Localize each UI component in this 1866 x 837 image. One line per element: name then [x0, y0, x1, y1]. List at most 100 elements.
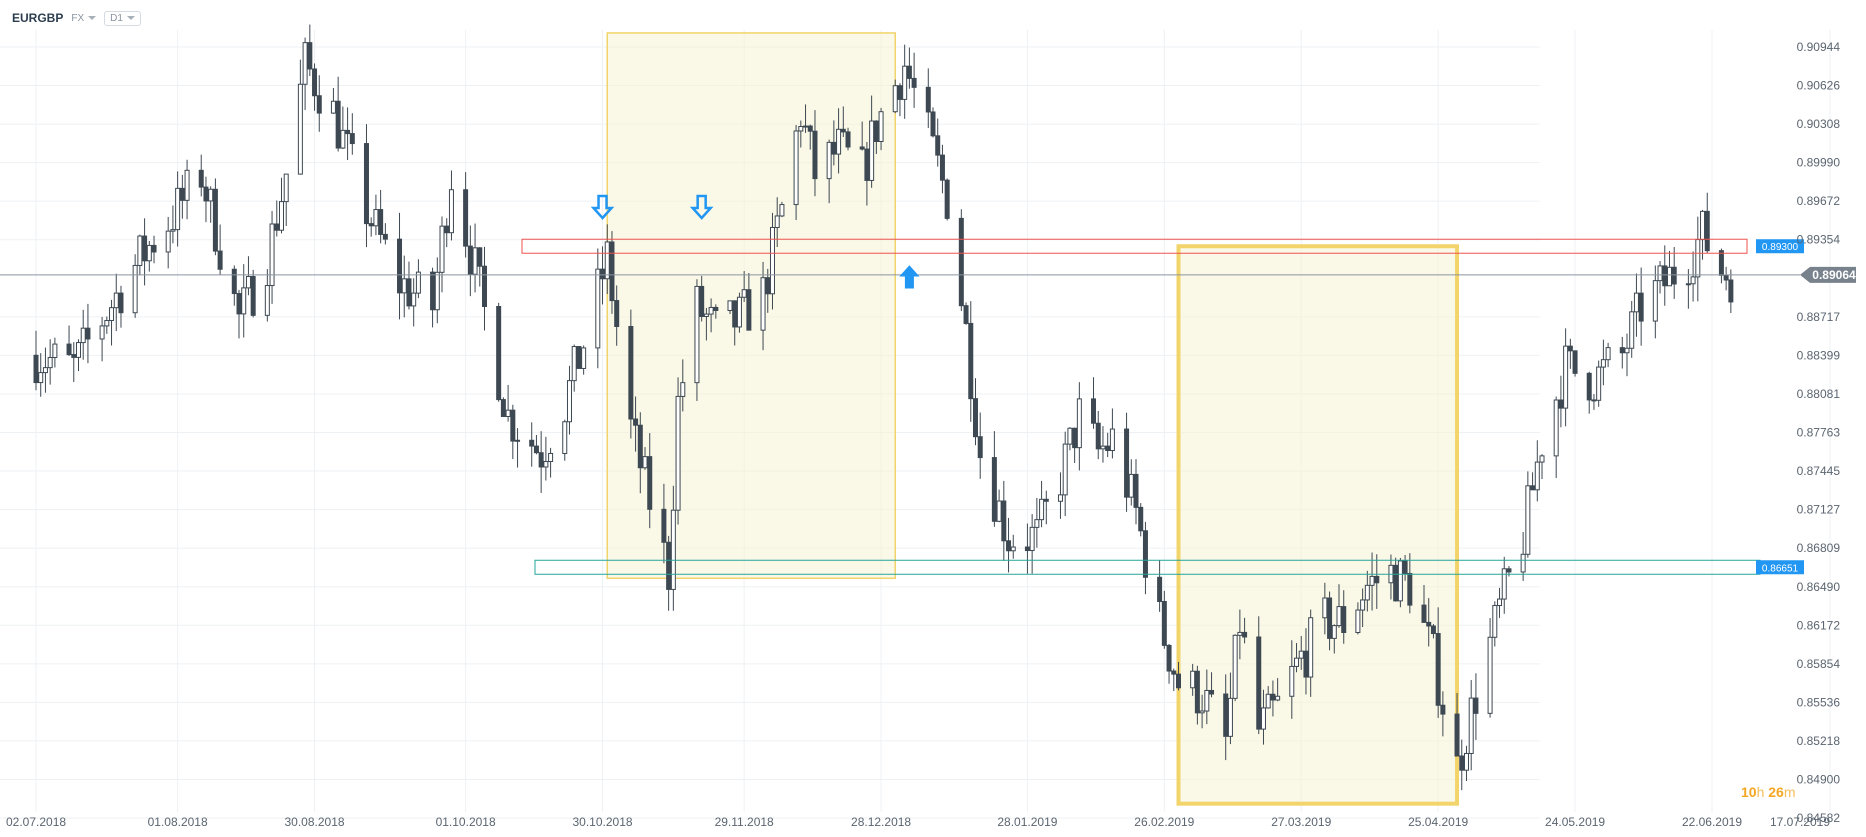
candle-body	[1690, 276, 1696, 285]
candle-body	[1209, 689, 1215, 695]
candle-body	[1067, 427, 1073, 445]
candle-body	[1558, 399, 1564, 409]
candle-body	[774, 215, 780, 228]
candle-body	[397, 238, 403, 294]
candle-body	[1109, 428, 1115, 452]
candle-body	[571, 346, 577, 382]
candle-body	[600, 268, 606, 280]
candle-body	[109, 307, 115, 322]
candle-body	[1497, 598, 1503, 607]
candle-body	[548, 452, 554, 463]
candle-body	[1256, 636, 1262, 730]
candle-body	[1260, 707, 1266, 730]
candle-body	[496, 306, 502, 401]
candle-body	[1010, 546, 1016, 552]
countdown-hours-unit: h	[1756, 784, 1765, 800]
candle-body	[1666, 266, 1672, 287]
candle-body	[1407, 572, 1413, 606]
candle-body	[448, 189, 454, 234]
candle-body	[1487, 636, 1493, 714]
candle-body	[1567, 345, 1573, 352]
candle-body	[345, 129, 351, 135]
candle-body	[897, 85, 903, 100]
candle-body	[184, 169, 190, 201]
candle-body	[1327, 597, 1333, 639]
candle-body	[1638, 292, 1644, 322]
candle-body	[1718, 250, 1724, 276]
candle-body	[378, 209, 384, 235]
y-tick-label: 0.89354	[1797, 233, 1841, 247]
candle-body	[694, 285, 700, 384]
candle-body	[1633, 292, 1639, 313]
candle-body	[118, 292, 124, 314]
candle-body	[538, 452, 544, 468]
candle-body	[241, 287, 247, 315]
candle-body	[1341, 606, 1347, 633]
candle-body	[1553, 399, 1559, 457]
candle-body	[1454, 713, 1460, 757]
resistance-price-label: 0.89300	[1762, 242, 1799, 253]
candle-body	[500, 399, 506, 417]
candle-body	[670, 509, 676, 590]
candle-body	[340, 129, 346, 149]
candle-body	[1671, 266, 1677, 285]
candle-body	[406, 278, 412, 307]
candle-body	[543, 461, 549, 468]
market-select[interactable]: FX	[71, 13, 97, 24]
candle-body	[1006, 540, 1012, 552]
candle-body	[581, 347, 587, 369]
candle-body	[1204, 689, 1210, 712]
candle-body	[911, 77, 917, 88]
candle-body	[1700, 210, 1706, 241]
y-tick-label: 0.88399	[1797, 348, 1841, 362]
candle-body	[283, 173, 289, 203]
candle-body	[807, 125, 813, 132]
timeframe-select[interactable]: D1	[104, 10, 141, 26]
candle-body	[307, 42, 313, 70]
candle-body	[1057, 494, 1063, 502]
candle-body	[1270, 693, 1276, 701]
candle-body	[274, 223, 280, 231]
candle-body	[472, 247, 478, 275]
candle-body	[1265, 693, 1271, 709]
candle-body	[812, 130, 818, 180]
candle-body	[510, 409, 516, 442]
highlight-zone	[1176, 244, 1460, 806]
candle-body	[647, 456, 653, 510]
candle-body	[1039, 498, 1045, 521]
candle-body	[312, 68, 318, 97]
candle-body	[1298, 650, 1304, 659]
candle-body	[368, 223, 374, 227]
y-tick-label: 0.86809	[1797, 541, 1841, 555]
candle-body	[203, 186, 209, 202]
candle-body	[1459, 755, 1465, 771]
x-tick-label: 24.05.2019	[1545, 815, 1605, 829]
candle-body	[958, 217, 964, 307]
candle-body	[1072, 427, 1078, 449]
candle-body	[1100, 445, 1106, 450]
candle-body	[236, 293, 242, 315]
candle-body	[146, 244, 152, 262]
candle-body	[1128, 473, 1134, 498]
candle-body	[533, 445, 539, 454]
candle-body	[349, 133, 355, 145]
candle-body	[1095, 422, 1101, 450]
candle-body	[925, 86, 931, 113]
candle-body	[765, 277, 771, 295]
candle-body	[1138, 506, 1144, 532]
candle-body	[892, 85, 898, 113]
countdown-minutes-unit: m	[1783, 784, 1796, 800]
candle-body	[944, 179, 950, 219]
candle-body	[1685, 283, 1691, 286]
chevron-down-icon	[126, 16, 135, 20]
candle-body	[401, 278, 407, 294]
candle-body	[382, 233, 388, 240]
candle-body	[1157, 576, 1163, 602]
candle-body	[1091, 398, 1097, 424]
candle-body	[741, 289, 747, 298]
candle-body	[930, 111, 936, 137]
candle-body	[463, 189, 469, 247]
candle-body	[1294, 657, 1300, 667]
candle-body	[302, 42, 308, 85]
